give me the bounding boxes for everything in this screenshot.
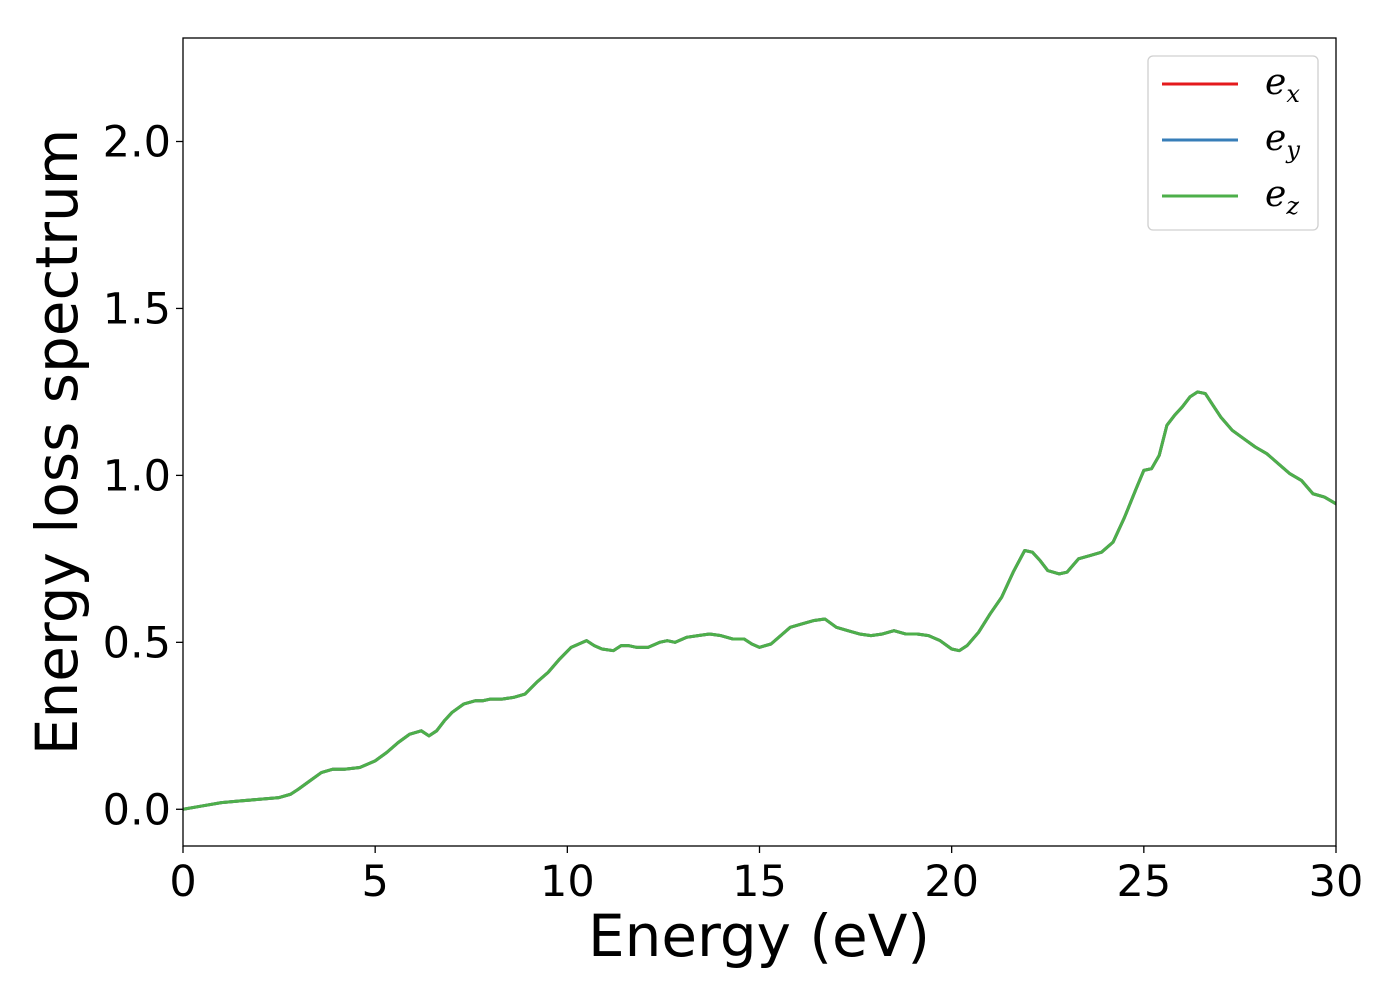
x-tick-label: 25 — [1116, 857, 1171, 907]
y-axis-title: Energy loss spectrum — [23, 129, 91, 755]
x-tick-label: 5 — [361, 857, 388, 907]
x-tick-label: 30 — [1309, 857, 1364, 907]
y-tick-label: 0.5 — [103, 618, 171, 668]
y-axis-ticks: 0.0 0.5 1.0 1.5 2.0 — [103, 118, 183, 835]
x-axis-ticks: 0 5 10 15 20 25 30 — [169, 846, 1363, 907]
legend: ex ey ez — [1147, 55, 1319, 231]
y-tick-label: 0.0 — [103, 785, 171, 835]
plot-frame — [182, 37, 1337, 847]
plot-lines — [183, 390, 1336, 811]
legend-frame — [1147, 55, 1319, 231]
x-tick-label: 20 — [924, 857, 979, 907]
y-tick-label: 1.5 — [103, 284, 171, 334]
x-tick-label: 0 — [169, 857, 196, 907]
y-tick-label: 2.0 — [103, 118, 171, 168]
y-tick-label: 1.0 — [103, 451, 171, 501]
x-tick-label: 10 — [540, 857, 595, 907]
series-line-y — [183, 390, 1336, 811]
legend-label-z: ez — [1265, 174, 1299, 220]
legend-label-y: ey — [1265, 118, 1300, 164]
x-axis-title: Energy (eV) — [588, 902, 930, 970]
legend-label-x: ex — [1265, 62, 1300, 108]
series-line-x — [183, 390, 1336, 811]
x-tick-label: 15 — [732, 857, 787, 907]
series-line-z — [183, 390, 1336, 811]
